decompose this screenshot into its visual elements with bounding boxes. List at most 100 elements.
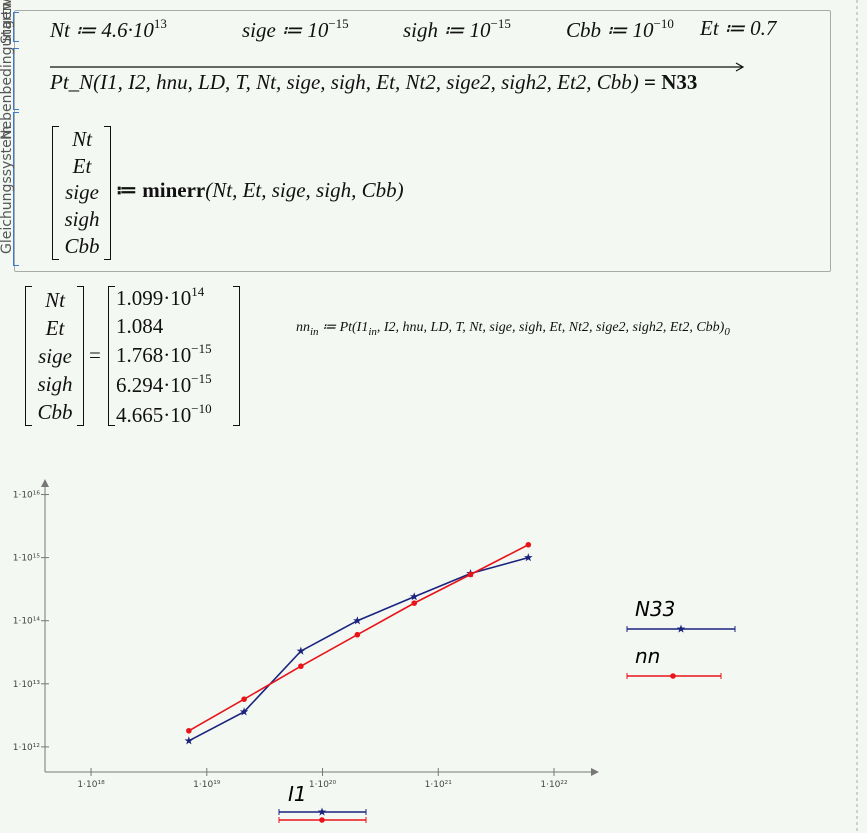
marker	[296, 646, 306, 655]
cell: 1.099·1014	[116, 284, 236, 311]
bracket	[104, 126, 111, 260]
exponent: −15	[328, 16, 349, 31]
index: 0	[724, 326, 730, 338]
y-tick-label: 1·10¹⁶	[13, 491, 41, 501]
y-tick-label: 1·10¹⁵	[13, 554, 41, 564]
x-tick-label: 1·10²⁰	[309, 780, 337, 790]
exponent: −15	[191, 341, 212, 357]
mantissa: 1.099·10	[116, 286, 192, 311]
x-axis-label: I1	[288, 782, 307, 806]
result-names: Nt Et sige sigh Cbb	[29, 286, 81, 426]
constraint: Pt_N(I1, I2, hnu, LD, T, Nt, sige, sigh,…	[50, 70, 697, 95]
cell: Nt	[72, 126, 92, 151]
function-name: ≔ minerr	[116, 178, 206, 202]
vectorize-arrow	[50, 62, 745, 72]
mantissa: 6.294·10	[116, 373, 192, 398]
exponent: −15	[490, 16, 511, 31]
series-line	[188, 544, 529, 732]
definition: sigh ≔ 10−15	[403, 16, 511, 43]
axis-arrow	[41, 479, 49, 487]
legend-label: N33	[635, 597, 675, 621]
minerr-call: ≔ minerr(Nt, Et, sige, sigh, Cbb)	[116, 178, 404, 203]
expression: , I2, hnu, LD, T, Nt, sige, sigh, Et, Nt…	[376, 320, 725, 335]
index: in	[368, 326, 377, 338]
marker	[411, 600, 418, 606]
marker	[670, 673, 676, 679]
equals: =	[89, 343, 101, 367]
x-tick-label: 1·10²²	[540, 780, 568, 790]
marker	[317, 807, 327, 816]
expression: sigh ≔ 10	[403, 18, 491, 42]
cell: Nt	[45, 287, 65, 312]
bracket	[233, 286, 240, 426]
function-call: Pt_N(I1, I2, hnu, LD, T, Nt, sige, sigh,…	[50, 70, 639, 94]
bracket	[25, 286, 32, 426]
cell: 4.665·10−10	[116, 401, 236, 428]
marker	[298, 663, 304, 670]
mantissa: 1.768·10	[116, 343, 192, 368]
marker	[409, 592, 419, 601]
bracket	[52, 126, 59, 260]
constraint-result: = N33	[644, 70, 698, 94]
cell: Cbb	[64, 234, 100, 259]
marker	[354, 631, 361, 638]
exponent: 13	[153, 16, 167, 31]
expression: sige ≔ 10	[242, 18, 329, 42]
definition: sige ≔ 10−15	[242, 16, 349, 43]
marker	[319, 817, 325, 823]
expression: nn	[296, 320, 310, 335]
solve-block	[14, 10, 831, 272]
definition: Et ≔ 0.7	[700, 16, 776, 41]
marker	[467, 571, 474, 578]
region-bracket	[13, 12, 19, 42]
marker	[676, 624, 686, 633]
marker	[184, 736, 194, 745]
exponent: −10	[653, 16, 674, 31]
cell: Cbb	[37, 399, 73, 424]
definition: Nt ≔ 4.6·1013	[50, 16, 167, 43]
unknowns-vector: Nt Et sige sigh Cbb	[56, 126, 108, 260]
cell: sigh	[64, 207, 100, 232]
bracket	[77, 286, 84, 426]
expression: Et ≔ 0.7	[700, 16, 777, 40]
x-tick-label: 1·10¹⁹	[193, 780, 221, 790]
arguments: (Nt, Et, sige, sigh, Cbb)	[205, 178, 404, 202]
axis-arrow	[591, 768, 599, 776]
series-line	[188, 556, 529, 742]
result-values: 1.099·1014 1.084 1.768·10−15 6.294·10−15…	[116, 283, 236, 429]
cell: 6.294·10−15	[116, 371, 236, 398]
exponent: −10	[191, 400, 212, 416]
mantissa: 4.665·10	[116, 402, 192, 427]
marker	[239, 707, 249, 716]
marker	[353, 616, 362, 625]
region-bracket	[13, 112, 19, 266]
region-bracket	[13, 48, 19, 110]
mantissa: 1.084	[116, 313, 164, 338]
y-tick-label: 1·10¹²	[13, 743, 41, 753]
marker	[524, 553, 533, 562]
legend-label: nn	[635, 644, 660, 668]
expression: ≔ Pt(I1	[322, 320, 369, 335]
y-tick-label: 1·10¹⁴	[13, 617, 41, 627]
cell: 1.768·10−15	[116, 341, 236, 368]
x-tick-label: 1·10²¹	[425, 780, 453, 790]
cell: 1.084	[116, 314, 236, 339]
x-tick-label: 1·10¹⁸	[77, 780, 105, 790]
bracket	[108, 286, 115, 426]
index: in	[310, 326, 319, 338]
definition: Cbb ≔ 10−10	[566, 16, 674, 43]
exponent: 14	[191, 284, 205, 300]
marker	[241, 696, 247, 703]
exponent: −15	[191, 371, 212, 387]
cell: Et	[72, 153, 92, 178]
cell: sige	[38, 343, 72, 368]
marker	[186, 727, 192, 734]
cell: sigh	[37, 371, 73, 396]
cell: Et	[45, 315, 65, 340]
cell: sige	[65, 180, 99, 205]
expression: Cbb ≔ 10	[566, 18, 654, 42]
marker	[525, 541, 532, 548]
nn-definition: nnin ≔ Pt(I1in, I2, hnu, LD, T, Nt, sige…	[296, 319, 730, 338]
